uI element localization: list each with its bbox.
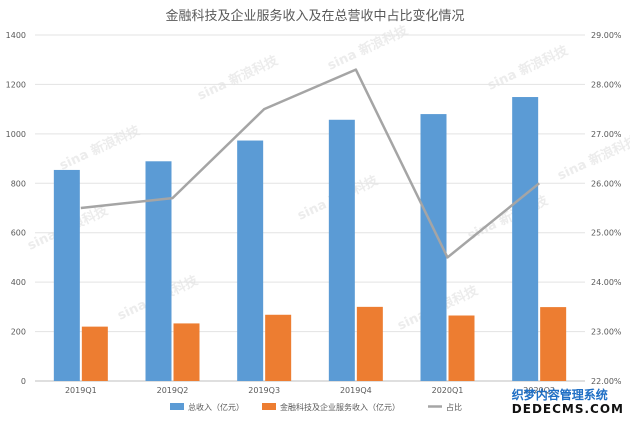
corner-watermark-line1: 织梦内容管理系统 xyxy=(511,388,608,402)
fintech-revenue-bar xyxy=(356,306,383,381)
watermark-text: sina 新浪科技 xyxy=(195,52,281,104)
left-axis-tick-label: 200 xyxy=(11,328,26,337)
x-tick-label: 2019Q3 xyxy=(248,386,280,395)
x-tick-label: 2019Q2 xyxy=(157,386,189,395)
legend-swatch xyxy=(170,403,184,410)
fintech-revenue-bar xyxy=(81,326,108,381)
right-axis-tick-label: 22.00% xyxy=(591,377,622,386)
ratio-line xyxy=(80,68,540,259)
ratio-line-path xyxy=(80,68,540,259)
legend-label: 金融科技及企业服务收入（亿元） xyxy=(280,402,400,412)
right-axis-tick-label: 26.00% xyxy=(591,179,622,188)
left-axis-tick-label: 1200 xyxy=(6,80,26,89)
right-axis-tick-label: 27.00% xyxy=(591,130,622,139)
left-axis-tick-label: 0 xyxy=(21,377,26,386)
left-axis-tick-label: 600 xyxy=(11,229,26,238)
left-axis-tick-label: 1400 xyxy=(6,31,26,40)
total-revenue-bar xyxy=(512,97,539,381)
right-axis-tick-label: 29.00% xyxy=(591,31,622,40)
left-axis-tick-label: 800 xyxy=(11,179,26,188)
x-axis: 2019Q1 2019Q2 2019Q3 2019Q4 2020Q1 2020Q2 xyxy=(65,386,555,395)
total-revenue-bar xyxy=(328,119,355,382)
watermark-text: sina 新浪科技 xyxy=(465,192,551,244)
x-tick-label: 2019Q1 xyxy=(65,386,97,395)
right-axis-tick-label: 24.00% xyxy=(591,278,622,287)
corner-watermark: 织梦内容管理系统 DEDECMS.COM xyxy=(512,388,624,416)
right-axis-tick-label: 25.00% xyxy=(591,229,622,238)
legend-label: 占比 xyxy=(446,402,462,412)
right-axis-tick-label: 28.00% xyxy=(591,80,622,89)
left-axis: 0 200 400 600 800 1000 1200 1400 xyxy=(6,31,26,386)
left-axis-tick-label: 1000 xyxy=(6,130,26,139)
fintech-revenue-bar xyxy=(448,315,475,381)
total-revenue-bar xyxy=(145,161,172,381)
watermark-text: sina 新浪科技 xyxy=(57,122,143,174)
right-axis: 22.00% 23.00% 24.00% 25.00% 26.00% 27.00% 28.0… xyxy=(591,31,622,386)
fintech-revenue-bar xyxy=(540,307,567,381)
left-axis-tick-label: 400 xyxy=(11,278,26,287)
gridlines xyxy=(35,34,585,382)
bars xyxy=(53,97,567,382)
chart-title: 金融科技及企业服务收入及在总营收中占比变化情况 xyxy=(165,8,464,24)
total-revenue-bar xyxy=(53,169,80,381)
legend-label: 总收入（亿元） xyxy=(188,402,244,412)
legend: 总收入（亿元） 金融科技及企业服务收入（亿元） 占比 xyxy=(170,402,462,412)
legend-swatch xyxy=(262,403,276,410)
x-tick-label: 2020Q2 xyxy=(523,386,555,395)
corner-watermark-line2: DEDECMS.COM xyxy=(511,402,624,416)
watermark-text: sina 新浪科技 xyxy=(555,132,630,184)
x-tick-label: 2019Q4 xyxy=(340,386,372,395)
fintech-revenue-bar xyxy=(265,314,292,381)
fintech-revenue-bar xyxy=(173,323,200,381)
x-tick-label: 2020Q1 xyxy=(432,386,464,395)
watermark-text: sina 新浪科技 xyxy=(485,42,571,94)
total-revenue-bar xyxy=(237,140,264,381)
watermark-text: sina 新浪科技 xyxy=(325,22,411,74)
right-axis-tick-label: 23.00% xyxy=(591,328,622,337)
